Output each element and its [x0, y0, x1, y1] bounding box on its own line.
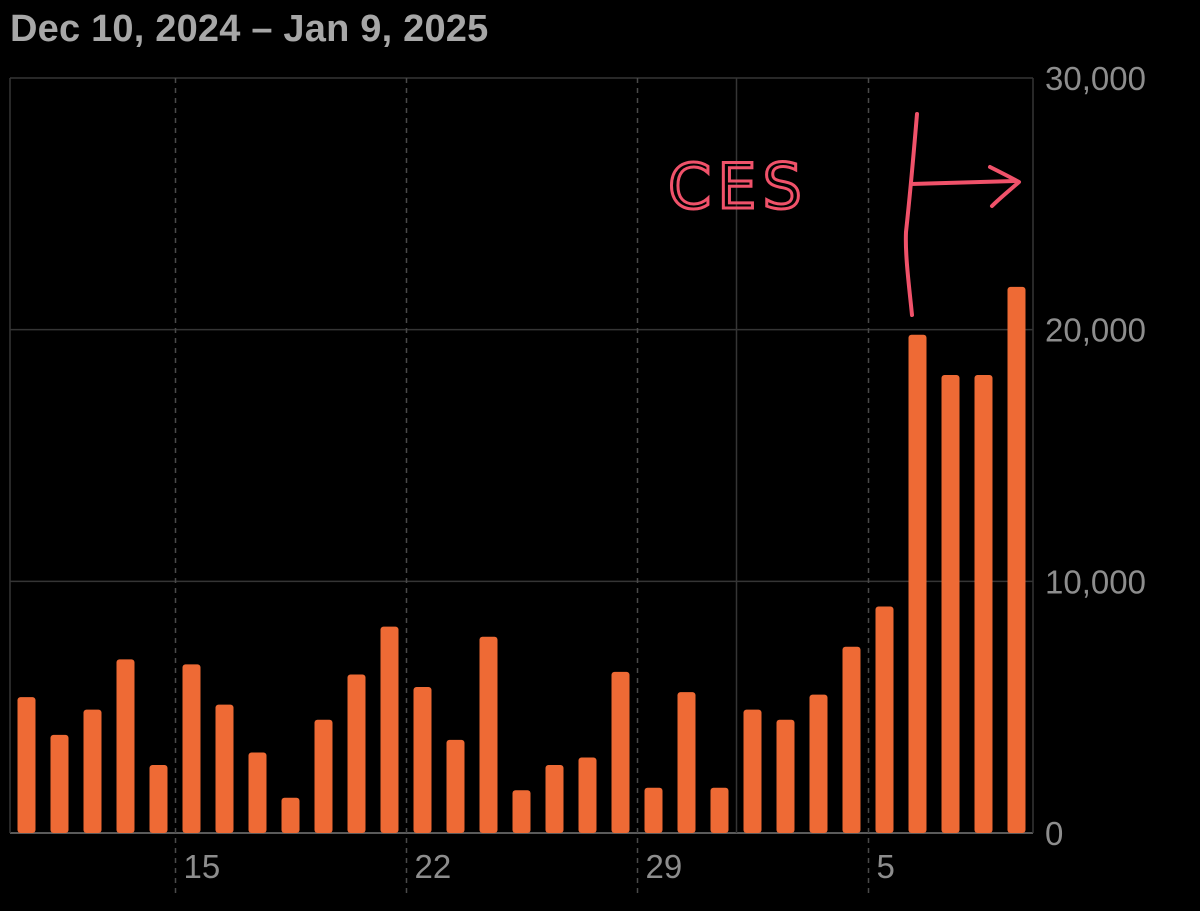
- annotation-marker-line: [903, 112, 919, 317]
- bar-dec-30: [677, 692, 696, 833]
- y-tick-label-30000: 30,000: [1045, 60, 1146, 97]
- ces-annotation: CES: [667, 112, 1021, 317]
- bar-dec-31: [710, 787, 729, 833]
- bar-jan-9: [1007, 286, 1026, 834]
- bar-dec-22: [413, 687, 432, 833]
- annotation-arrow-head: [988, 165, 1021, 208]
- bar-dec-19: [314, 719, 333, 833]
- bar-dec-14: [149, 765, 168, 833]
- bar-jan-2: [776, 719, 795, 833]
- bar-dec-26: [545, 765, 564, 833]
- annotation-arrow-line: [909, 179, 1017, 186]
- bar-dec-20: [347, 674, 366, 833]
- date-range-title: Dec 10, 2024 – Jan 9, 2025: [10, 8, 489, 50]
- x-axis-ticks: 15 22 29 5: [184, 848, 895, 885]
- bar-dec-27: [578, 757, 597, 833]
- bar-dec-15: [182, 664, 201, 833]
- y-tick-label-0: 0: [1045, 815, 1063, 852]
- bar-dec-11: [50, 734, 69, 833]
- chart-grid: [9, 77, 1034, 895]
- x-tick-label-5: 5: [877, 848, 895, 885]
- bar-jan-8: [974, 374, 993, 833]
- annotation-ces-text: CES: [668, 150, 808, 223]
- chart-bars: [17, 286, 1026, 834]
- bar-dec-13: [116, 659, 135, 833]
- bar-dec-17: [248, 752, 267, 833]
- bar-dec-24: [479, 636, 498, 833]
- bar-dec-16: [215, 704, 234, 833]
- bar-dec-25: [512, 790, 531, 833]
- bar-dec-18: [281, 797, 300, 833]
- bar-jan-1: [743, 709, 762, 833]
- x-tick-label-15: 15: [184, 848, 221, 885]
- bar-dec-10: [17, 697, 36, 833]
- bar-jan-5: [875, 606, 894, 833]
- x-tick-label-22: 22: [415, 848, 452, 885]
- bar-dec-29: [644, 787, 663, 833]
- bar-jan-6: [908, 334, 927, 833]
- bar-jan-4: [842, 646, 861, 833]
- y-tick-label-10000: 10,000: [1045, 563, 1146, 600]
- bar-dec-23: [446, 739, 465, 833]
- y-tick-label-20000: 20,000: [1045, 312, 1146, 349]
- x-tick-label-29: 29: [646, 848, 683, 885]
- y-axis-ticks: 0 10,000 20,000 30,000: [1045, 60, 1146, 852]
- bar-jan-7: [941, 374, 960, 833]
- bar-dec-12: [83, 709, 102, 833]
- bar-jan-3: [809, 694, 828, 833]
- bar-dec-21: [380, 626, 399, 833]
- bar-dec-28: [611, 671, 630, 833]
